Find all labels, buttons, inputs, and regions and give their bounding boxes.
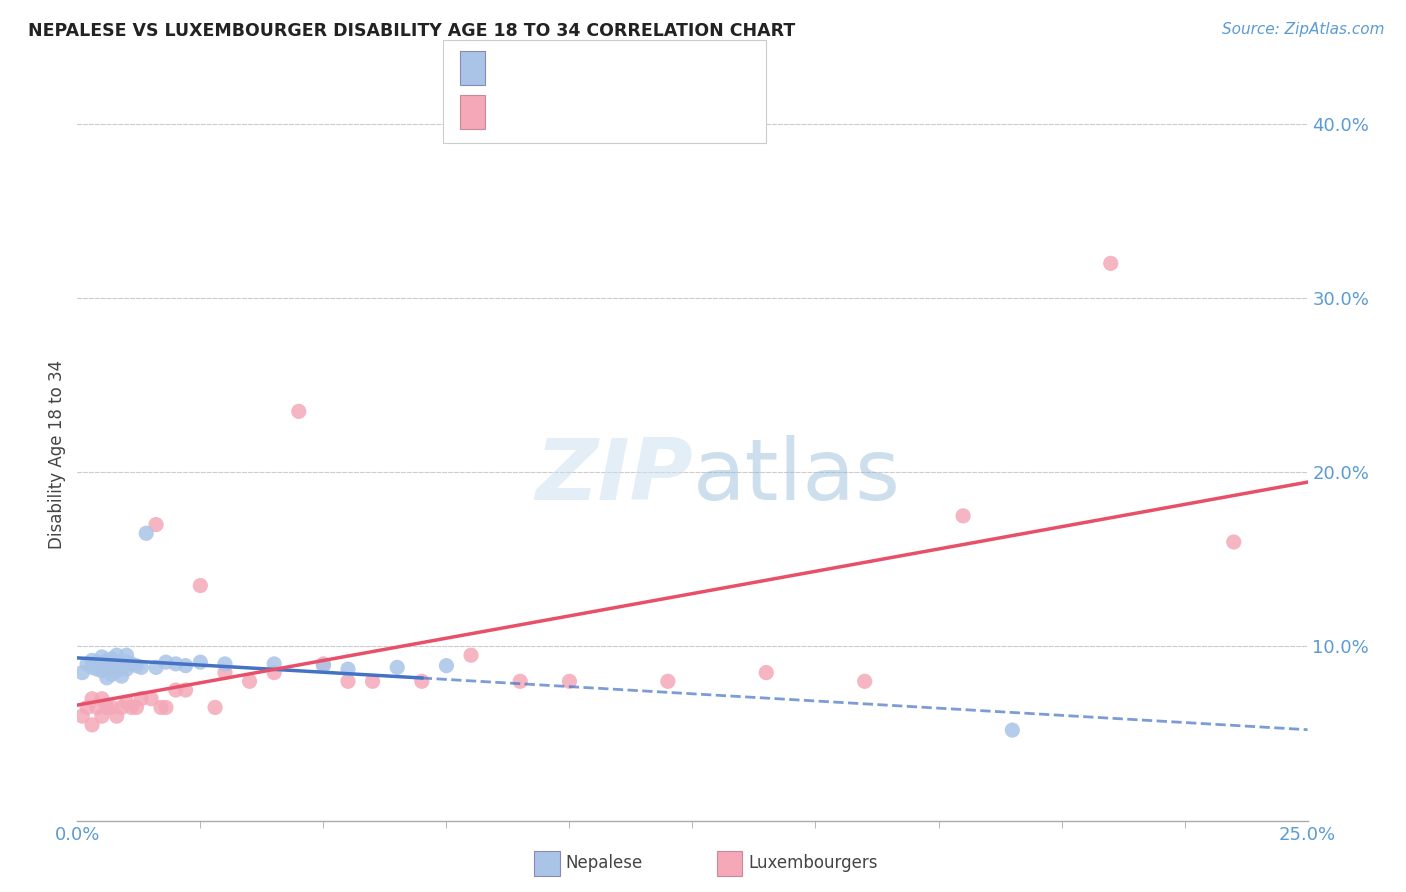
Point: [1099, 256, 1122, 270]
Text: atlas: atlas: [693, 435, 900, 518]
Text: -0.076: -0.076: [527, 59, 589, 77]
Point: [101, 700, 124, 714]
Point: [111, 669, 132, 683]
Point: [86, 700, 108, 714]
Point: [657, 674, 679, 689]
Point: [188, 655, 212, 669]
Point: [76, 700, 98, 714]
Point: [115, 662, 138, 676]
Point: [239, 674, 262, 689]
Point: [145, 660, 167, 674]
Text: Luxembourgers: Luxembourgers: [748, 855, 877, 872]
Point: [90, 657, 114, 671]
Text: R =: R =: [496, 59, 534, 77]
Point: [155, 655, 177, 669]
Text: Source: ZipAtlas.com: Source: ZipAtlas.com: [1222, 22, 1385, 37]
Point: [165, 683, 187, 698]
Point: [82, 691, 104, 706]
Text: 40: 40: [644, 103, 668, 121]
Point: [263, 665, 285, 680]
Point: [188, 578, 212, 592]
Point: [214, 657, 236, 671]
Point: [312, 657, 335, 671]
Point: [155, 700, 177, 714]
Point: [204, 700, 226, 714]
Point: [121, 657, 143, 671]
Point: [90, 691, 114, 706]
Point: [411, 674, 433, 689]
Point: [70, 665, 93, 680]
Point: [125, 658, 148, 673]
Text: NEPALESE VS LUXEMBOURGER DISABILITY AGE 18 TO 34 CORRELATION CHART: NEPALESE VS LUXEMBOURGER DISABILITY AGE …: [28, 22, 796, 40]
Point: [288, 404, 311, 418]
Point: [174, 658, 197, 673]
Point: [115, 695, 138, 709]
Point: [70, 709, 93, 723]
Point: [90, 664, 114, 678]
Point: [145, 517, 167, 532]
Text: 39: 39: [644, 59, 668, 77]
Point: [105, 648, 128, 663]
Point: [101, 658, 124, 673]
Point: [165, 657, 187, 671]
Point: [853, 674, 876, 689]
Point: [90, 649, 114, 664]
Point: [312, 658, 335, 673]
Point: [115, 648, 138, 663]
Point: [121, 700, 143, 714]
Point: [337, 662, 360, 676]
Point: [558, 674, 581, 689]
Text: N =: N =: [600, 59, 650, 77]
Point: [952, 508, 974, 523]
Point: [129, 660, 153, 674]
Point: [361, 674, 384, 689]
Point: [460, 648, 482, 663]
Point: [115, 655, 138, 669]
Text: ZIP: ZIP: [534, 435, 693, 518]
Text: 0.453: 0.453: [527, 103, 588, 121]
Point: [509, 674, 531, 689]
Point: [101, 651, 124, 665]
Point: [105, 664, 128, 678]
Text: Nepalese: Nepalese: [565, 855, 643, 872]
Point: [96, 700, 118, 714]
Point: [436, 658, 458, 673]
Point: [82, 660, 104, 674]
Point: [337, 674, 360, 689]
Point: [96, 660, 118, 674]
Point: [86, 655, 108, 669]
Point: [263, 657, 285, 671]
Point: [96, 653, 118, 667]
Point: [111, 658, 132, 673]
Point: [101, 667, 124, 681]
Point: [82, 718, 104, 732]
Point: [105, 709, 128, 723]
Point: [385, 660, 409, 674]
Point: [129, 691, 153, 706]
Text: N =: N =: [600, 103, 650, 121]
Point: [111, 700, 132, 714]
Y-axis label: Disability Age 18 to 34: Disability Age 18 to 34: [48, 360, 66, 549]
Point: [90, 709, 114, 723]
Point: [214, 665, 236, 680]
Point: [174, 683, 197, 698]
Point: [82, 653, 104, 667]
Point: [755, 665, 778, 680]
Point: [1001, 723, 1024, 737]
Point: [125, 700, 148, 714]
Point: [141, 691, 163, 706]
Text: R =: R =: [496, 103, 534, 121]
Point: [1223, 535, 1246, 549]
Point: [105, 657, 128, 671]
Point: [135, 526, 157, 541]
Point: [96, 671, 118, 685]
Point: [150, 700, 173, 714]
Point: [86, 662, 108, 676]
Point: [76, 657, 98, 671]
